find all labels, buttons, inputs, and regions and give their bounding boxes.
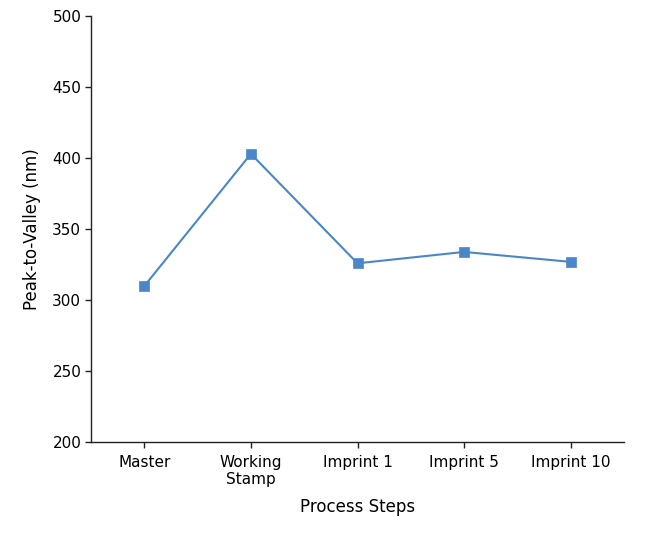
X-axis label: Process Steps: Process Steps	[300, 498, 415, 516]
Y-axis label: Peak-to-Valley (nm): Peak-to-Valley (nm)	[23, 148, 41, 310]
